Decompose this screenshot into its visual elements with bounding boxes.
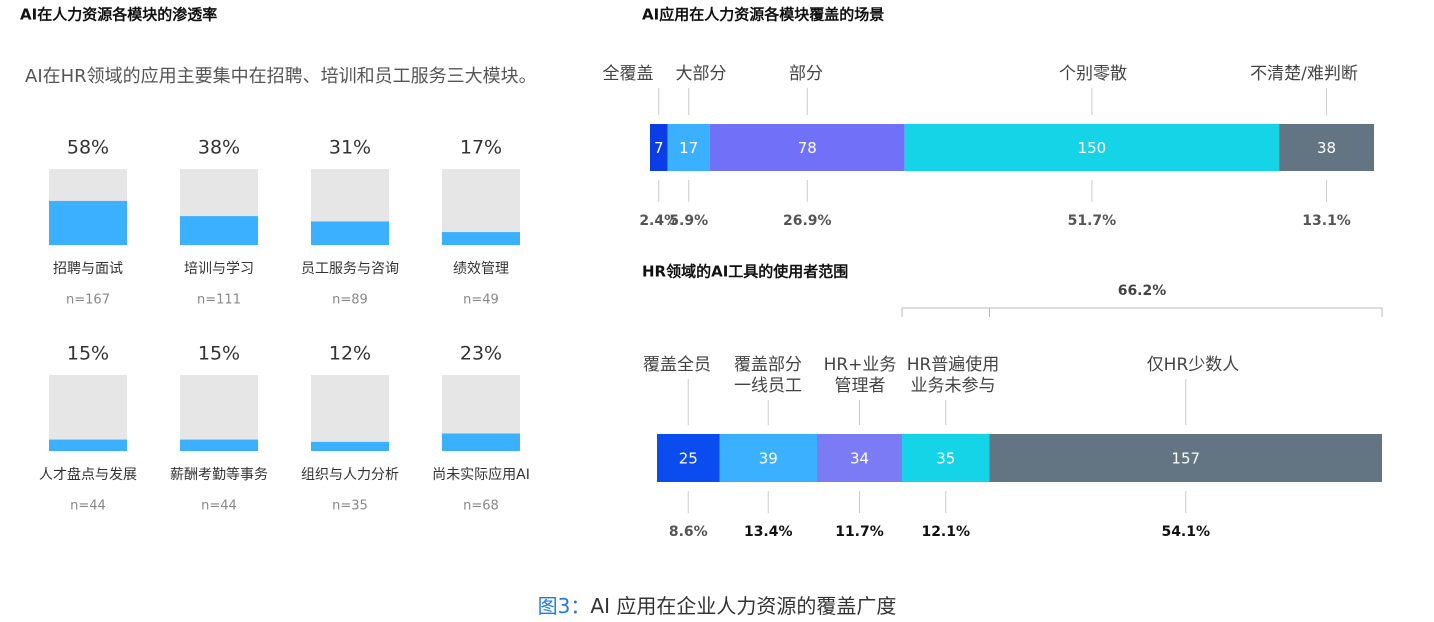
category-label: 仅HR少数人 xyxy=(1147,355,1240,375)
percent-label: 51.7% xyxy=(1068,213,1117,229)
category-label: 人才盘点与发展 xyxy=(39,466,137,483)
bar-segment xyxy=(657,434,720,482)
caption-prefix: 图3： xyxy=(538,594,591,618)
category-label: 招聘与面试 xyxy=(53,261,123,277)
category-label: 覆盖部分 xyxy=(734,355,802,375)
bar xyxy=(442,433,520,451)
segment-value: 17 xyxy=(679,139,698,157)
caption-text: AI 应用在企业人力资源的覆盖广度 xyxy=(590,594,896,618)
category-label: 个别零散 xyxy=(1059,64,1127,84)
percent-label: 8.6% xyxy=(669,524,708,540)
sample-label: n=111 xyxy=(197,293,241,308)
sample-label: n=89 xyxy=(332,293,368,308)
percent-label: 12.1% xyxy=(921,524,970,540)
category-label: 覆盖全员 xyxy=(643,355,711,375)
chart-title: HR领域的AI工具的使用者范围 xyxy=(642,263,848,281)
category-label: 大部分 xyxy=(676,64,727,84)
chart-title: AI应用在人力资源各模块覆盖的场景 xyxy=(642,6,884,24)
sample-label: n=44 xyxy=(70,499,106,514)
category-label: 全覆盖 xyxy=(603,64,654,84)
category-label: 部分 xyxy=(789,64,823,84)
sample-label: n=35 xyxy=(332,499,368,514)
category-label: HR普遍使用 xyxy=(907,354,1000,375)
bar xyxy=(49,439,127,451)
category-label: 绩效管理 xyxy=(453,261,509,277)
percent-label: 2.4% xyxy=(639,213,678,229)
bar xyxy=(311,221,389,245)
bar-segment xyxy=(719,434,817,482)
sample-label: n=49 xyxy=(463,293,499,308)
bar-segment xyxy=(667,124,710,171)
bar-segment xyxy=(989,434,1382,482)
percent-label: 5.9% xyxy=(669,213,708,229)
value-label: 17% xyxy=(460,137,502,159)
segment-value: 39 xyxy=(759,450,778,468)
bar-segment xyxy=(817,434,902,482)
bar-background xyxy=(311,375,389,451)
value-label: 31% xyxy=(329,137,371,159)
value-label: 58% xyxy=(67,137,109,159)
percent-label: 13.1% xyxy=(1302,213,1351,229)
segment-value: 34 xyxy=(850,450,869,468)
segment-value: 35 xyxy=(936,450,955,468)
value-label: 15% xyxy=(67,343,109,365)
value-label: 15% xyxy=(198,343,240,365)
bar xyxy=(49,200,127,245)
segment-value: 7 xyxy=(654,139,664,157)
percent-label: 54.1% xyxy=(1161,524,1210,540)
percent-label: 26.9% xyxy=(783,213,832,229)
category-label: HR+业务 xyxy=(824,355,897,375)
percent-label: 11.7% xyxy=(835,524,884,540)
caption: 图3：AI 应用在企业人力资源的覆盖广度 xyxy=(538,594,897,618)
bar xyxy=(311,441,389,451)
bracket xyxy=(901,307,1383,317)
value-label: 38% xyxy=(198,137,240,159)
bar xyxy=(180,439,258,451)
category-label: 组织与人力分析 xyxy=(301,467,399,483)
bar xyxy=(442,232,520,245)
category-label: 培训与学习 xyxy=(184,261,254,277)
bar-background xyxy=(180,375,258,451)
category-label: 管理者 xyxy=(835,376,886,396)
bar-background xyxy=(49,375,127,451)
segment-value: 25 xyxy=(679,450,698,468)
percent-label: 13.4% xyxy=(744,524,793,540)
chart-title: AI在人力资源各模块的渗透率 xyxy=(20,6,217,24)
category-label: 业务未参与 xyxy=(911,376,996,396)
sample-label: n=167 xyxy=(66,293,110,308)
bar-segment xyxy=(1279,124,1374,171)
category-label: 尚未实际应用AI xyxy=(432,466,530,483)
category-label: 一线员工 xyxy=(734,376,802,396)
category-label: 不清楚/难判断 xyxy=(1250,64,1358,84)
sample-label: n=68 xyxy=(463,499,499,514)
bar-segment xyxy=(709,124,905,171)
bar-segment xyxy=(904,124,1280,171)
category-label: 薪酬考勤等事务 xyxy=(170,466,268,483)
subtitle: AI在HR领域的应用主要集中在招聘、培训和员工服务三大模块。 xyxy=(25,66,537,87)
bar xyxy=(180,216,258,245)
sample-label: n=44 xyxy=(201,499,237,514)
segment-value: 38 xyxy=(1317,139,1336,157)
segment-value: 157 xyxy=(1171,450,1200,468)
bracket-label: 66.2% xyxy=(1118,283,1167,299)
segment-value: 150 xyxy=(1078,139,1107,157)
category-label: 员工服务与咨询 xyxy=(301,261,399,277)
value-label: 12% xyxy=(329,343,371,365)
bar-segment xyxy=(902,434,990,482)
segment-value: 78 xyxy=(798,139,817,157)
value-label: 23% xyxy=(460,343,502,365)
bar-segment xyxy=(650,124,668,171)
